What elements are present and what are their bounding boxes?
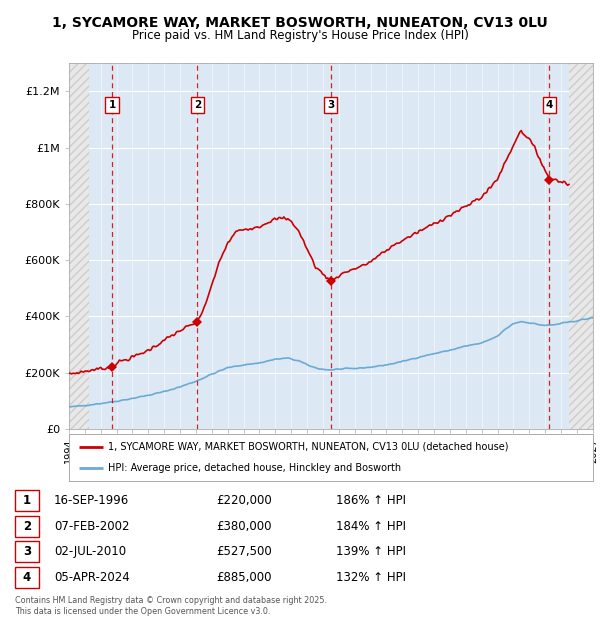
Text: 184% ↑ HPI: 184% ↑ HPI [336, 520, 406, 533]
Text: 132% ↑ HPI: 132% ↑ HPI [336, 571, 406, 583]
Text: 186% ↑ HPI: 186% ↑ HPI [336, 494, 406, 507]
Text: £885,000: £885,000 [216, 571, 271, 583]
Text: 1, SYCAMORE WAY, MARKET BOSWORTH, NUNEATON, CV13 0LU: 1, SYCAMORE WAY, MARKET BOSWORTH, NUNEAT… [52, 16, 548, 30]
Text: 2: 2 [23, 520, 31, 533]
Text: 07-FEB-2002: 07-FEB-2002 [54, 520, 130, 533]
Text: 2: 2 [194, 100, 201, 110]
Text: Price paid vs. HM Land Registry's House Price Index (HPI): Price paid vs. HM Land Registry's House … [131, 29, 469, 42]
Text: 1: 1 [109, 100, 116, 110]
Text: 16-SEP-1996: 16-SEP-1996 [54, 494, 129, 507]
Text: 1, SYCAMORE WAY, MARKET BOSWORTH, NUNEATON, CV13 0LU (detached house): 1, SYCAMORE WAY, MARKET BOSWORTH, NUNEAT… [108, 441, 509, 451]
Text: 02-JUL-2010: 02-JUL-2010 [54, 546, 126, 558]
Bar [69, 63, 89, 429]
Text: £380,000: £380,000 [216, 520, 271, 533]
Text: 4: 4 [23, 571, 31, 583]
Text: £527,500: £527,500 [216, 546, 272, 558]
Text: 1: 1 [23, 494, 31, 507]
Bar [569, 63, 593, 429]
Text: 139% ↑ HPI: 139% ↑ HPI [336, 546, 406, 558]
Text: 05-APR-2024: 05-APR-2024 [54, 571, 130, 583]
Text: £220,000: £220,000 [216, 494, 272, 507]
Text: Contains HM Land Registry data © Crown copyright and database right 2025.
This d: Contains HM Land Registry data © Crown c… [15, 596, 327, 616]
Text: 3: 3 [327, 100, 335, 110]
Text: 3: 3 [23, 546, 31, 558]
Text: 4: 4 [546, 100, 553, 110]
Text: HPI: Average price, detached house, Hinckley and Bosworth: HPI: Average price, detached house, Hinc… [108, 463, 401, 473]
